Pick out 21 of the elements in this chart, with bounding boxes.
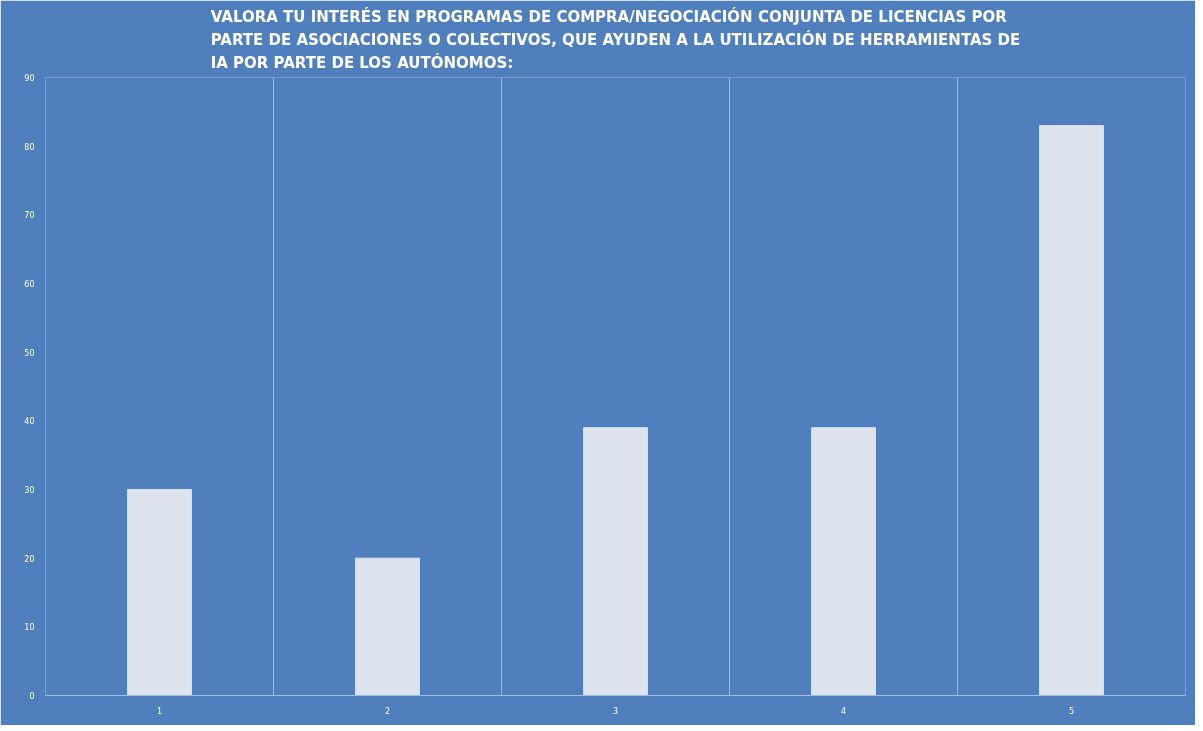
y-tick-label: 80 — [24, 142, 35, 152]
y-tick-label: 90 — [24, 74, 35, 83]
x-tick-label: 2 — [384, 706, 391, 716]
bar — [355, 557, 420, 696]
y-tick-label: 50 — [24, 348, 35, 358]
bar — [811, 427, 876, 696]
x-tick-label: 5 — [1068, 706, 1075, 716]
bar — [1039, 125, 1104, 696]
y-tick-label: 10 — [24, 623, 35, 633]
y-tick-label: 0 — [29, 692, 35, 701]
x-tick-label: 4 — [840, 706, 847, 716]
bar — [583, 427, 648, 696]
y-tick-label: 40 — [24, 417, 35, 427]
y-tick-label: 60 — [24, 280, 35, 289]
y-tick-label: 30 — [24, 486, 35, 495]
y-tick-label: 70 — [24, 211, 35, 221]
y-tick-label: 20 — [24, 554, 35, 564]
chart-title: VALORA TU INTERÉS EN PROGRAMAS DE COMPRA/NEGOCIACIÓN CONJUNTA DE LICENCIAS POR PARTE DE ASOCIACIONES O COLECTIVOS, QUE AYUDEN A LA UTILIZACIÓN DE HERRAMIENTAS DE IA POR PARTE DE LOS AUTÓNOMOS: — [210, 6, 1021, 73]
x-tick-label: 1 — [156, 706, 163, 716]
bar — [127, 489, 192, 696]
x-tick-label: 3 — [612, 706, 619, 716]
